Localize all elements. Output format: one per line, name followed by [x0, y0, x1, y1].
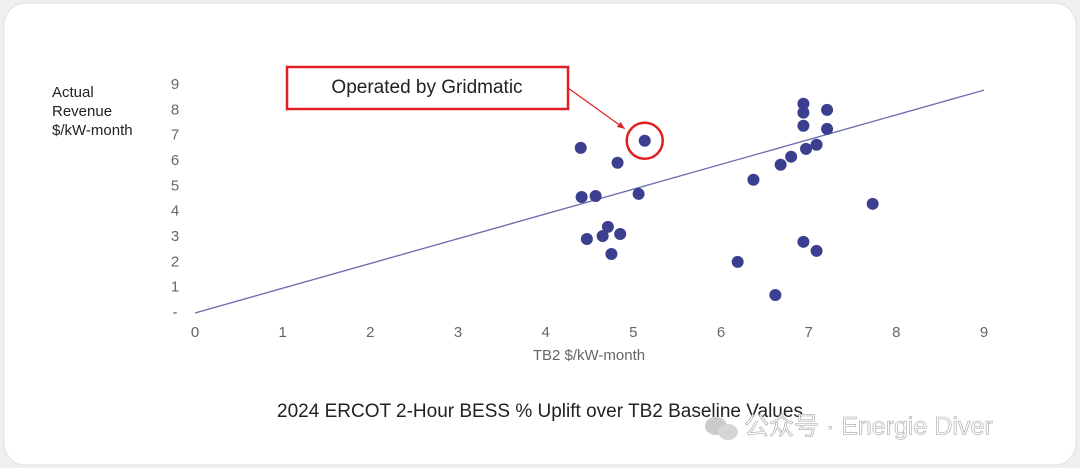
point: [601, 220, 614, 233]
x-tick-label: 1: [278, 324, 286, 341]
y-tick-label: 3: [171, 228, 179, 245]
annotation-text: Operated by Gridmatic: [331, 77, 522, 98]
point: [574, 141, 587, 154]
point: [632, 187, 645, 200]
annotation-box: [285, 65, 570, 111]
point: [810, 244, 823, 257]
trend-line: [194, 89, 985, 314]
watermark-icon: [705, 417, 738, 440]
point: [638, 134, 651, 147]
point: [605, 247, 618, 260]
point: [575, 190, 588, 203]
x-tick-label: 2: [366, 324, 374, 341]
point: [596, 229, 609, 242]
x-tick-label: 6: [717, 324, 725, 341]
y-tick-label: 8: [171, 101, 179, 118]
point: [810, 138, 823, 151]
y-tick-label: -: [173, 304, 178, 321]
card: [3, 2, 1077, 466]
x-tick-label: 8: [892, 324, 900, 341]
point: [785, 150, 798, 163]
point: [747, 173, 760, 186]
x-tick-label: 0: [191, 324, 199, 341]
x-tick-label: 4: [541, 324, 549, 341]
point: [821, 122, 834, 135]
point: [797, 119, 810, 132]
point: [580, 233, 593, 246]
y-tick-label: 6: [171, 152, 179, 169]
point: [797, 97, 810, 110]
y-axis-label: $/kW-month: [52, 122, 133, 139]
y-tick-label: 2: [171, 253, 179, 270]
y-tick-label: 9: [171, 76, 179, 93]
watermark: 公众号 · Energie Diver: [744, 413, 993, 441]
x-tick-label: 9: [980, 324, 988, 341]
point: [731, 255, 744, 268]
arrow-head: [616, 121, 625, 129]
point: [821, 103, 834, 116]
point: [611, 156, 624, 169]
x-axis-label: TB2 $/kW-month: [533, 347, 645, 364]
x-tick-label: 7: [804, 324, 812, 341]
point: [800, 142, 813, 155]
x-tick-label: 5: [629, 324, 637, 341]
point: [797, 106, 810, 119]
y-tick-label: 4: [171, 203, 179, 220]
point: [769, 289, 782, 302]
y-tick-label: 5: [171, 177, 179, 194]
caption: 2024 ERCOT 2-Hour BESS % Uplift over TB2…: [277, 401, 803, 422]
point: [774, 158, 787, 171]
point: [866, 197, 879, 210]
point: [797, 235, 810, 248]
x-tick-label: 3: [454, 324, 462, 341]
point: [589, 189, 602, 202]
annotation-arrow: [567, 87, 626, 130]
y-axis-label: Revenue: [52, 103, 112, 120]
y-axis-label: Actual: [52, 84, 94, 101]
highlight-circle: [625, 121, 664, 160]
point: [614, 227, 627, 240]
y-tick-label: 1: [171, 279, 179, 296]
y-tick-label: 7: [171, 127, 179, 144]
